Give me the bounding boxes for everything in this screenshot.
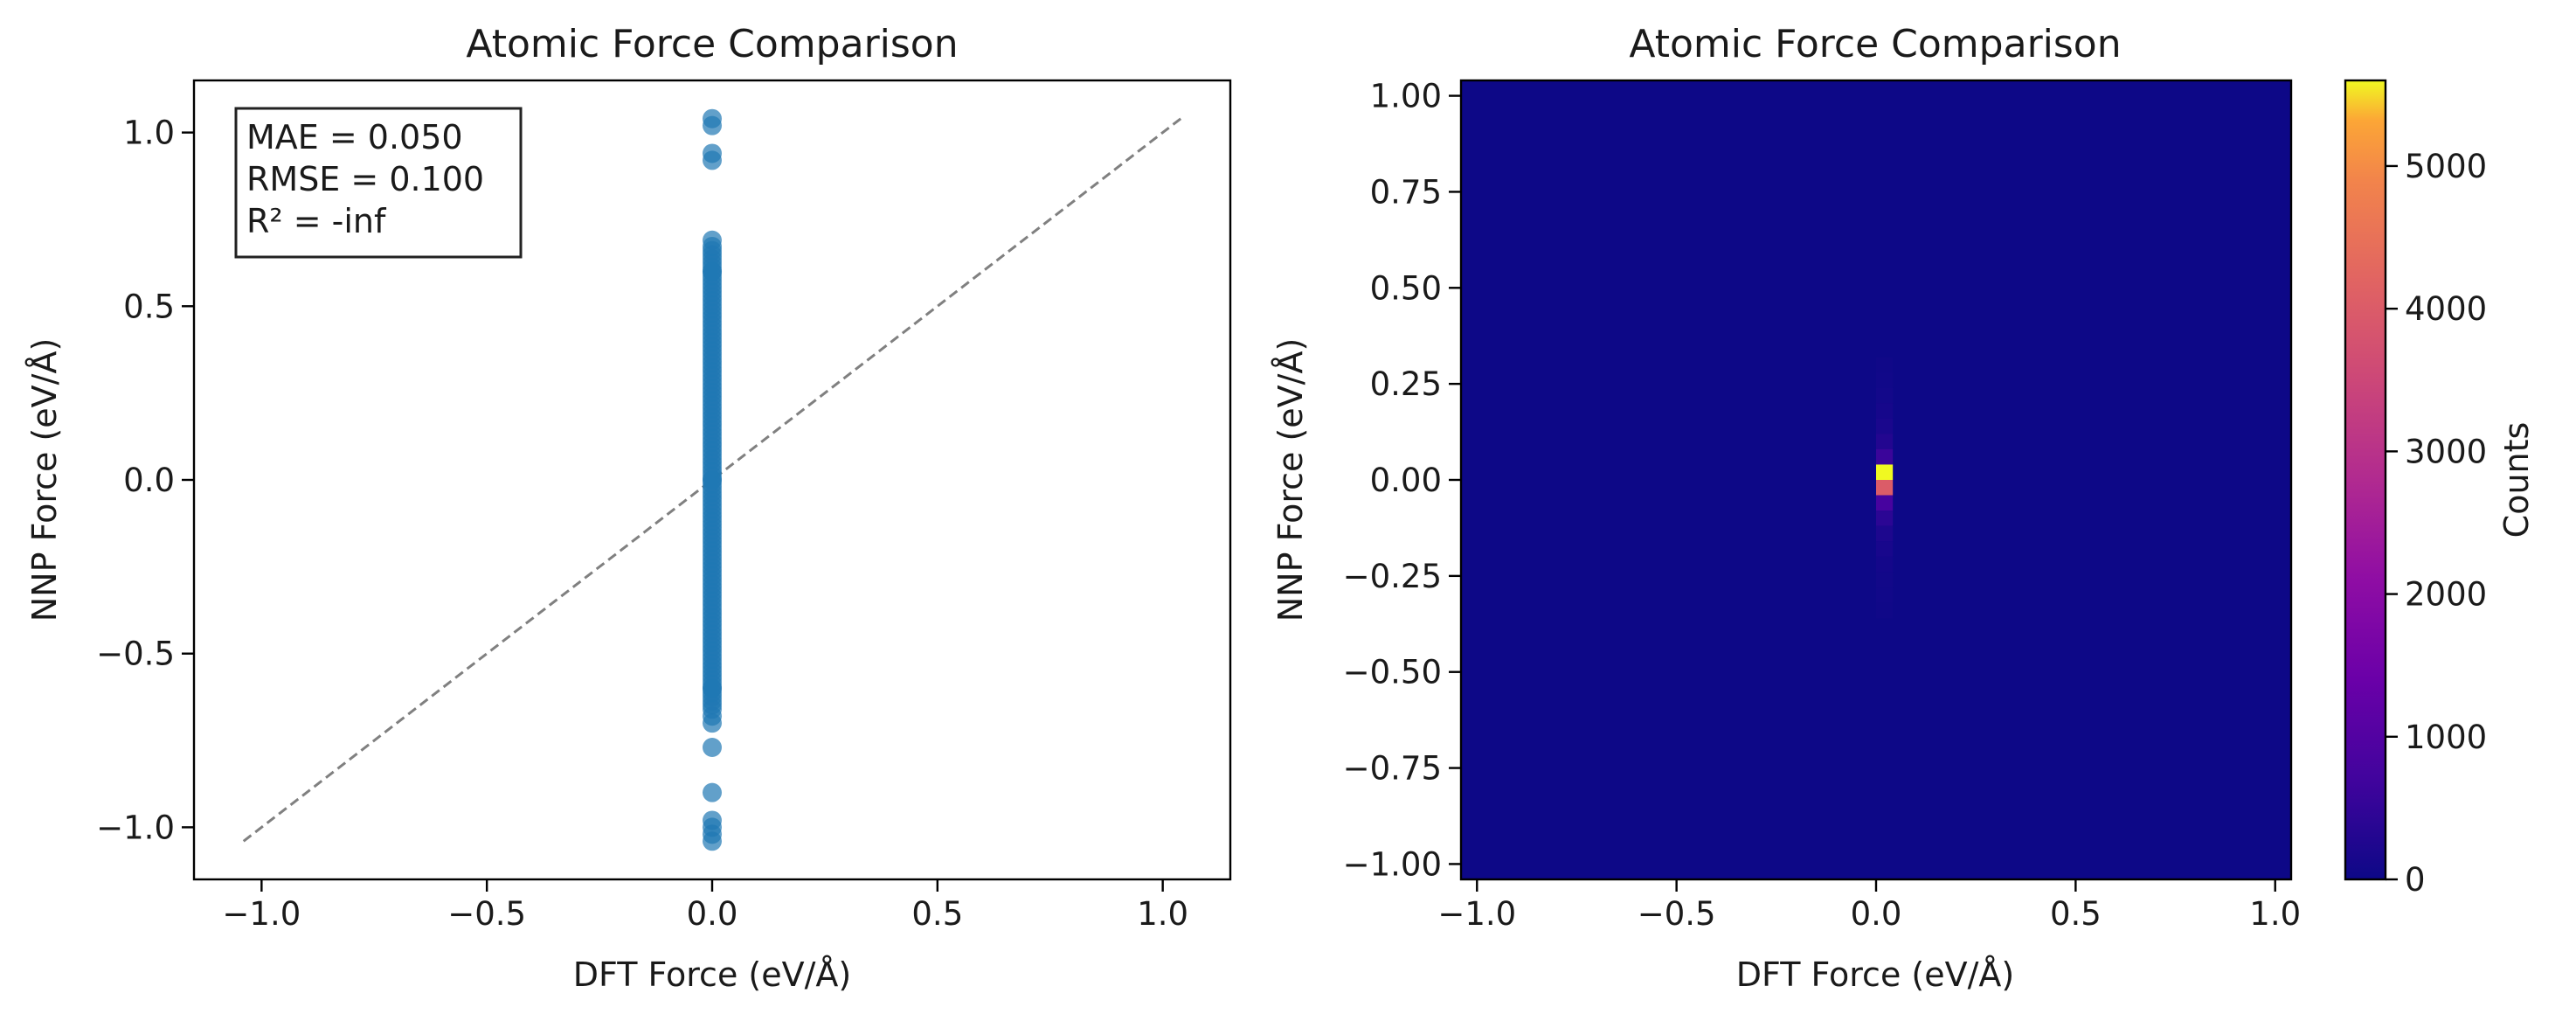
colorbar-ticks: 0 1000 2000 3000 4000 5000	[2386, 148, 2487, 899]
scatter-x-tick-label: −1.0	[222, 895, 301, 933]
scatter-point	[703, 150, 722, 170]
stats-rmse: RMSE = 0.100	[246, 160, 484, 198]
colorbar-tick-label: 0	[2405, 861, 2426, 899]
colorbar-tick-label: 4000	[2405, 290, 2487, 328]
heatmap-cell	[1876, 372, 1894, 388]
heatmap-y-tick-label: −1.00	[1343, 845, 1442, 883]
scatter-plot-area	[242, 108, 1182, 851]
scatter-point	[703, 831, 722, 851]
scatter-x-axis-label: DFT Force (eV/Å)	[573, 955, 851, 994]
heatmap-cell	[1876, 448, 1894, 465]
colorbar-tick-label: 5000	[2405, 148, 2487, 185]
heatmap-panel: Atomic Force Comparison −1.0 −0.5 0.0 0.5 1.…	[1271, 22, 2536, 994]
heatmap-cell	[1876, 587, 1894, 603]
heatmap-cell	[1876, 541, 1894, 557]
heatmap-x-tick-label: 1.0	[2249, 895, 2301, 933]
colorbar-frame	[2344, 79, 2387, 881]
scatter-point	[703, 470, 722, 490]
heatmap-y-tick-label: −0.50	[1343, 654, 1442, 691]
heatmap-title: Atomic Force Comparison	[1629, 22, 2121, 66]
heatmap-cell	[1876, 572, 1894, 588]
stats-mae: MAE = 0.050	[246, 118, 463, 156]
heatmap-y-tick-label: 1.00	[1370, 78, 1442, 115]
colorbar-label: Counts	[2497, 422, 2536, 538]
heatmap-cell	[1876, 556, 1894, 573]
scatter-y-tick-label: −0.5	[96, 636, 175, 673]
stats-box: MAE = 0.050 RMSE = 0.100 R² = -inf	[234, 107, 523, 259]
heatmap-y-tick-label: −0.75	[1343, 750, 1442, 788]
scatter-x-tick-label: 0.5	[911, 895, 963, 933]
scatter-y-axis-label: NNP Force (eV/Å)	[25, 338, 64, 622]
scatter-y-tick-label: 1.0	[123, 115, 175, 152]
heatmap-cell	[1876, 602, 1894, 619]
heatmap-x-tick-label: −0.5	[1638, 895, 1716, 933]
stats-r2: R² = -inf	[246, 202, 387, 240]
scatter-ticks: −1.0 −0.5 0.0 0.5 1.0 −1.0 −0.5 0.0 0.5 1.0	[96, 115, 1188, 933]
heatmap-plot-area	[1461, 80, 2291, 879]
heatmap-x-tick-label: −1.0	[1437, 895, 1516, 933]
scatter-panel: Atomic Force Comparison −1.0 −0.5 0.0 0.5 1.…	[25, 22, 1232, 994]
heatmap-y-tick-label: 0.75	[1370, 173, 1442, 211]
reference-line	[242, 117, 1182, 843]
colorbar-tick-label: 1000	[2405, 719, 2487, 756]
colorbar: 0 1000 2000 3000 4000 5000 Counts	[2344, 79, 2536, 899]
scatter-point	[703, 230, 722, 250]
scatter-point	[703, 713, 722, 733]
scatter-point	[703, 115, 722, 135]
scatter-x-tick-label: 1.0	[1137, 895, 1188, 933]
heatmap-cell	[1876, 495, 1894, 511]
heatmap-cell	[1876, 403, 1894, 419]
heatmap-cell	[1876, 480, 1894, 496]
scatter-x-tick-label: −0.5	[447, 895, 526, 933]
scatter-y-tick-label: 0.0	[123, 462, 175, 499]
scatter-point	[703, 678, 722, 698]
heatmap-x-tick-label: 0.5	[2050, 895, 2102, 933]
heatmap-cell	[1876, 434, 1894, 449]
heatmap-ticks: −1.0 −0.5 0.0 0.5 1.0 1.00 0.75 0.50 0.25 0.00 −0.…	[1343, 78, 2302, 933]
scatter-title: Atomic Force Comparison	[466, 22, 958, 66]
heatmap-y-tick-label: 0.00	[1370, 462, 1442, 499]
heatmap-y-tick-label: 0.50	[1370, 269, 1442, 307]
heatmap-x-axis-label: DFT Force (eV/Å)	[1736, 955, 2014, 994]
heatmap-cell	[1876, 510, 1894, 526]
scatter-y-tick-label: −1.0	[96, 809, 175, 846]
scatter-y-tick-label: 0.5	[123, 288, 175, 325]
heatmap-cell	[1876, 418, 1894, 434]
colorbar-tick-label: 2000	[2405, 576, 2487, 614]
heatmap-cell	[1876, 387, 1894, 404]
heatmap-x-tick-label: 0.0	[1851, 895, 1902, 933]
scatter-point	[703, 782, 722, 802]
scatter-point	[703, 261, 722, 281]
heatmap-cell	[1876, 357, 1894, 372]
heatmap-y-axis-label: NNP Force (eV/Å)	[1271, 338, 1310, 622]
heatmap-y-tick-label: 0.25	[1370, 365, 1442, 403]
scatter-point	[703, 737, 722, 757]
heatmap-cell	[1876, 525, 1894, 542]
colorbar-gradient	[2345, 80, 2386, 879]
scatter-x-tick-label: 0.0	[687, 895, 738, 933]
heatmap-cell	[1876, 464, 1894, 480]
heatmap-y-tick-label: −0.25	[1343, 558, 1442, 595]
colorbar-tick-label: 3000	[2405, 433, 2487, 470]
